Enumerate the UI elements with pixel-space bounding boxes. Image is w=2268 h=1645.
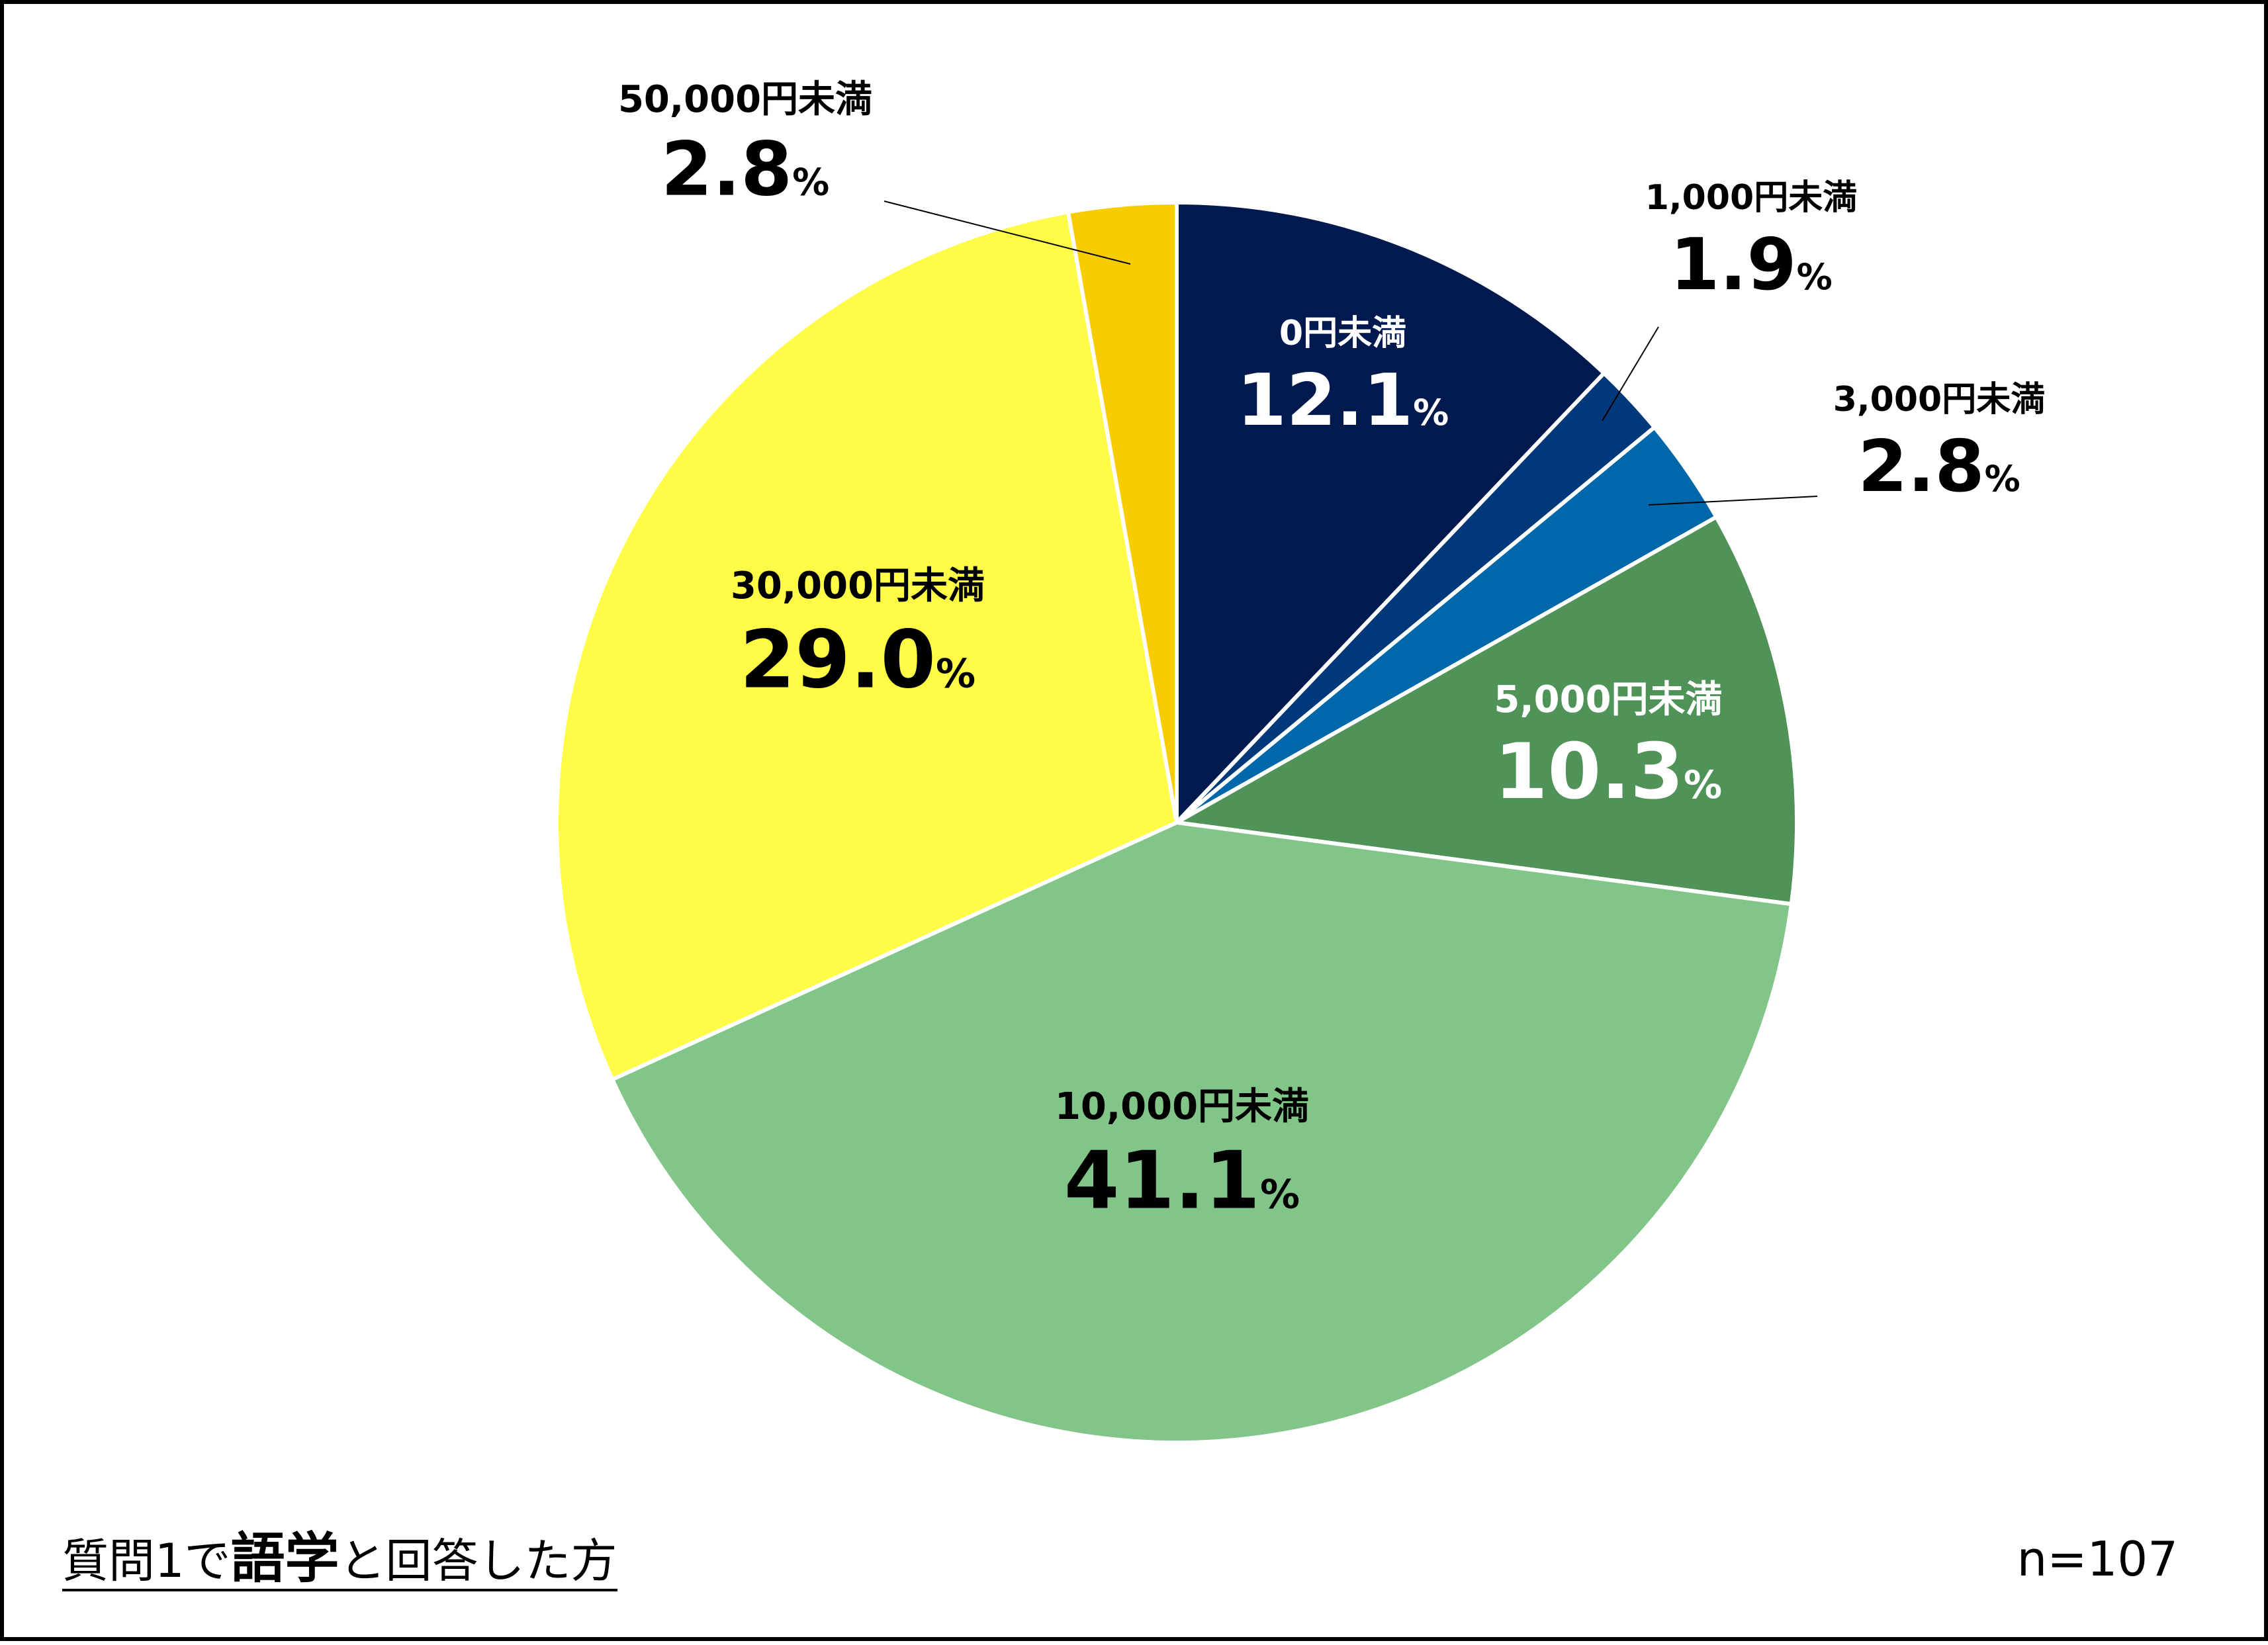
percent-unit: %	[1260, 1171, 1300, 1218]
caption-emphasis: 語学	[230, 1527, 340, 1590]
leader-line	[1648, 496, 1818, 506]
slice-value-label: 2.8%	[661, 126, 830, 212]
slice-category-label: 3,000円未満	[1833, 380, 2045, 420]
pie-slice	[610, 821, 1793, 1445]
pie-chart: 0円未満12.1%1,000円未満1.9%3,000円未満2.8%5,000円未…	[555, 78, 2045, 1445]
percent-unit: %	[936, 650, 975, 697]
percent-unit: %	[1985, 458, 2020, 500]
percent-unit: %	[1797, 256, 1833, 298]
chart-caption: 質問1で語学と回答した方	[62, 1523, 617, 1595]
slice-value-label: 2.8%	[1858, 425, 2020, 508]
slice-category-label: 50,000円未満	[618, 78, 872, 121]
caption-text-2: と回答した方	[339, 1534, 617, 1588]
leader-line	[884, 200, 1131, 265]
pie-slice	[555, 210, 1179, 1082]
caption-underline	[62, 1589, 617, 1591]
percent-unit: %	[1684, 762, 1722, 807]
slice-category-label: 1,000円未満	[1645, 178, 1857, 218]
percent-unit: %	[1413, 392, 1449, 433]
slice-value-label: 1.9%	[1670, 224, 1832, 306]
caption-text-1: 質問1で	[62, 1534, 231, 1588]
slice-category-label: 10,000円未満	[1055, 1085, 1309, 1128]
slice-category-label: 0円未満	[1279, 314, 1406, 353]
leader-line	[1602, 326, 1659, 422]
slice-category-label: 5,000円未満	[1494, 678, 1722, 721]
pie-slice	[1175, 200, 1606, 824]
pie-slice	[1066, 200, 1179, 824]
sample-size: n=107	[2017, 1531, 2178, 1587]
percent-unit: %	[792, 161, 829, 204]
pie-slice	[1175, 515, 1799, 907]
slice-category-label: 30,000円未満	[731, 564, 985, 607]
